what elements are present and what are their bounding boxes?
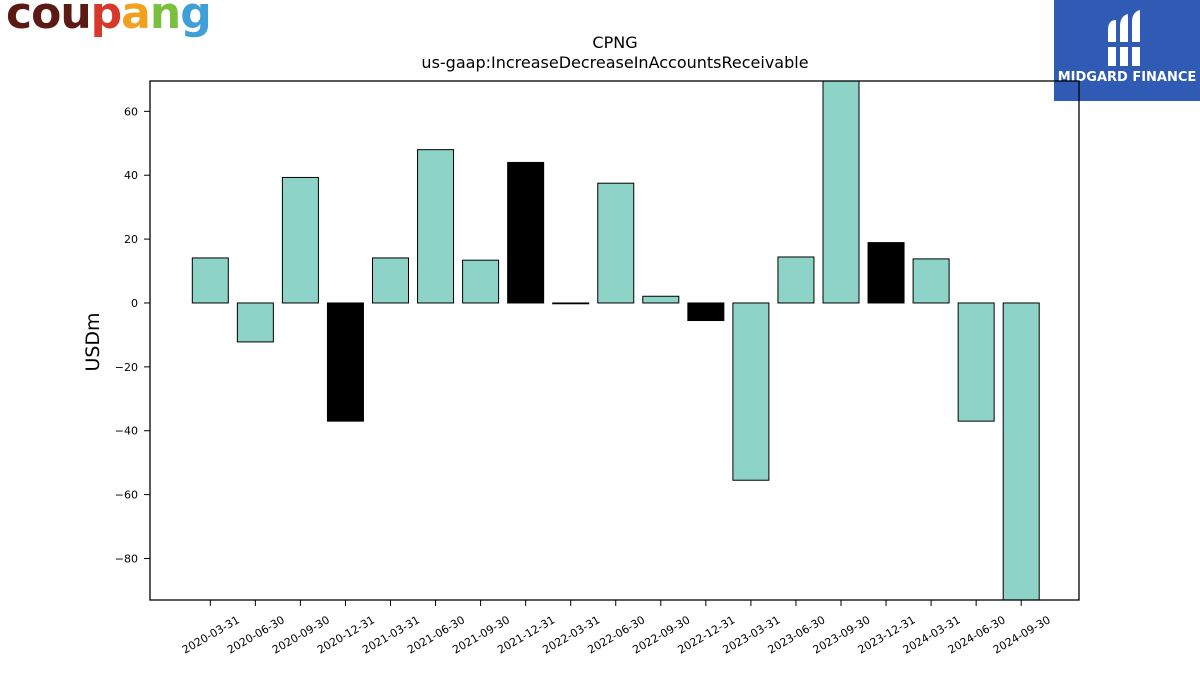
y-axis-label: USDm [82, 312, 104, 371]
midgard-emblem-icon [1106, 10, 1146, 66]
bar-2023-12-31 [867, 242, 905, 304]
y-tick-label: 20 [124, 233, 138, 246]
logo-letter: n [149, 0, 181, 39]
bar-2020-12-31 [326, 302, 364, 422]
bar-2020-06-30 [236, 302, 274, 343]
plot-frame [149, 80, 1080, 601]
logo-letter: u [60, 0, 91, 39]
logo-letter: p [90, 0, 122, 39]
y-tick-label: −80 [115, 552, 138, 565]
bar-2024-09-30 [1002, 302, 1040, 600]
y-tick-label: 0 [131, 297, 138, 310]
logo-letter: g [180, 0, 211, 39]
y-tick-label: −40 [115, 425, 138, 438]
y-tick-label: −60 [115, 489, 138, 502]
y-tick-label: 40 [124, 169, 138, 182]
chart-subtitle: us-gaap:IncreaseDecreaseInAccountsReceiv… [421, 53, 808, 72]
coupang-logo: coupang [6, 0, 212, 39]
bar-2023-03-31 [732, 302, 770, 481]
y-tick-label: −20 [115, 361, 138, 374]
bar-2024-06-30 [957, 302, 995, 422]
bars-layer [191, 81, 1040, 600]
y-tick-label: 60 [124, 105, 138, 118]
midgard-finance-logo: MIDGARD FINANCE [1054, 0, 1200, 101]
bar-2021-03-31 [372, 257, 409, 304]
bar-2020-09-30 [281, 176, 319, 304]
bar-2022-06-30 [597, 182, 635, 304]
bar-2023-06-30 [777, 256, 815, 304]
bar-2021-06-30 [417, 149, 455, 304]
bar-2024-03-31 [912, 258, 950, 304]
logo-letter: c [6, 0, 32, 39]
bar-2022-09-30 [642, 295, 680, 304]
brand-name: MIDGARD FINANCE [1057, 70, 1197, 85]
bar-2021-12-31 [507, 161, 545, 304]
bar-2020-03-31 [191, 257, 229, 304]
bar-2022-12-31 [687, 302, 725, 322]
bar-2022-03-31 [552, 302, 590, 305]
logo-letter: o [31, 0, 61, 39]
bar-2021-09-30 [462, 259, 500, 304]
chart-title: CPNG [592, 33, 637, 52]
bar-2023-09-30 [822, 81, 860, 304]
axes-layer: −80−60−40−2002040602020-03-312020-06-302… [115, 80, 1080, 657]
logo-letter: a [121, 0, 151, 39]
